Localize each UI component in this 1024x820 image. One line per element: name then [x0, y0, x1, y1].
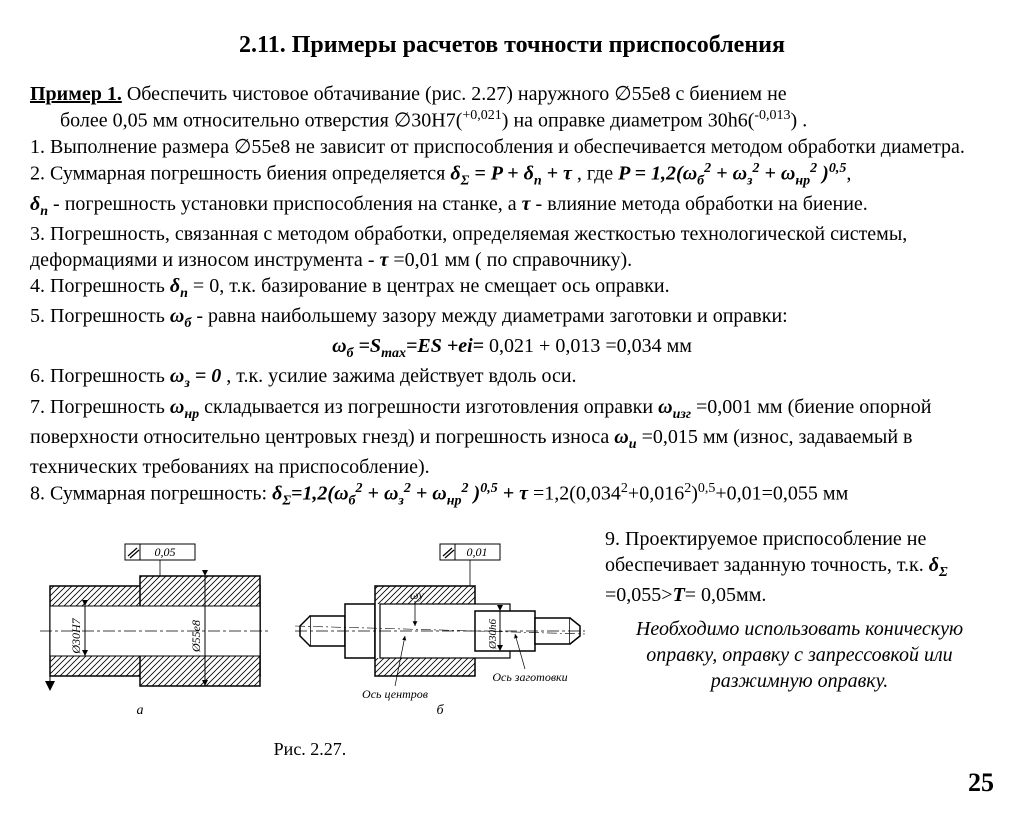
formula-5: ωб =Smax=ES +ei= 0,021 + 0,013 =0,034 мм [30, 333, 994, 363]
paragraph-2: 2. Суммарная погрешность биения определя… [30, 160, 994, 191]
paragraph-2-line2: δn - погрешность установки приспособлени… [30, 191, 994, 221]
svg-text:0,05: 0,05 [155, 545, 176, 559]
svg-text:б: б [436, 703, 444, 718]
svg-text:а: а [137, 703, 144, 718]
paragraph-6: 6. Погрешность ωз = 0 , т.к. усилие зажи… [30, 363, 994, 393]
page-number: 25 [30, 766, 994, 800]
recommendation: Необходимо использовать коническую оправ… [605, 616, 994, 694]
svg-text:Ø30H7: Ø30H7 [69, 617, 83, 654]
paragraph-intro-2: более 0,05 мм относительно отверстия ∅30… [30, 107, 994, 134]
paragraph-9: 9. Проектируемое приспособление не обесп… [590, 526, 994, 761]
svg-text:0,01: 0,01 [467, 545, 488, 559]
page-title: 2.11. Примеры расчетов точности приспосо… [30, 30, 994, 61]
paragraph-3: 3. Погрешность, связанная с методом обра… [30, 221, 994, 273]
diagram-b: 0,01 ωy [295, 544, 585, 718]
paragraph-7: 7. Погрешность ωнр складывается из погре… [30, 394, 994, 480]
example-label: Пример 1. [30, 83, 122, 105]
figure-diagram: 0,05 Ø30H7 Ø55е8 [30, 526, 590, 761]
paragraph-5: 5. Погрешность ωб - равна наибольшему за… [30, 303, 994, 333]
svg-text:Ø55е8: Ø55е8 [189, 620, 203, 653]
paragraph-1: 1. Выполнение размера ∅55е8 не зависит о… [30, 134, 994, 160]
svg-text:Ось заготовки: Ось заготовки [492, 670, 567, 684]
diagram-a: 0,05 Ø30H7 Ø55е8 [40, 544, 270, 718]
paragraph-4: 4. Погрешность δn = 0, т.к. базирование … [30, 273, 994, 303]
paragraph-intro: Пример 1. Обеспечить чистовое обтачивани… [30, 81, 994, 107]
svg-text:ωy: ωy [410, 588, 424, 602]
figure-caption: Рис. 2.27. [30, 738, 590, 761]
svg-text:Ø30h6: Ø30h6 [487, 618, 499, 649]
paragraph-8: 8. Суммарная погрешность: δΣ=1,2(ωб2 + ω… [30, 480, 994, 511]
svg-text:Ось центров: Ось центров [362, 687, 428, 701]
